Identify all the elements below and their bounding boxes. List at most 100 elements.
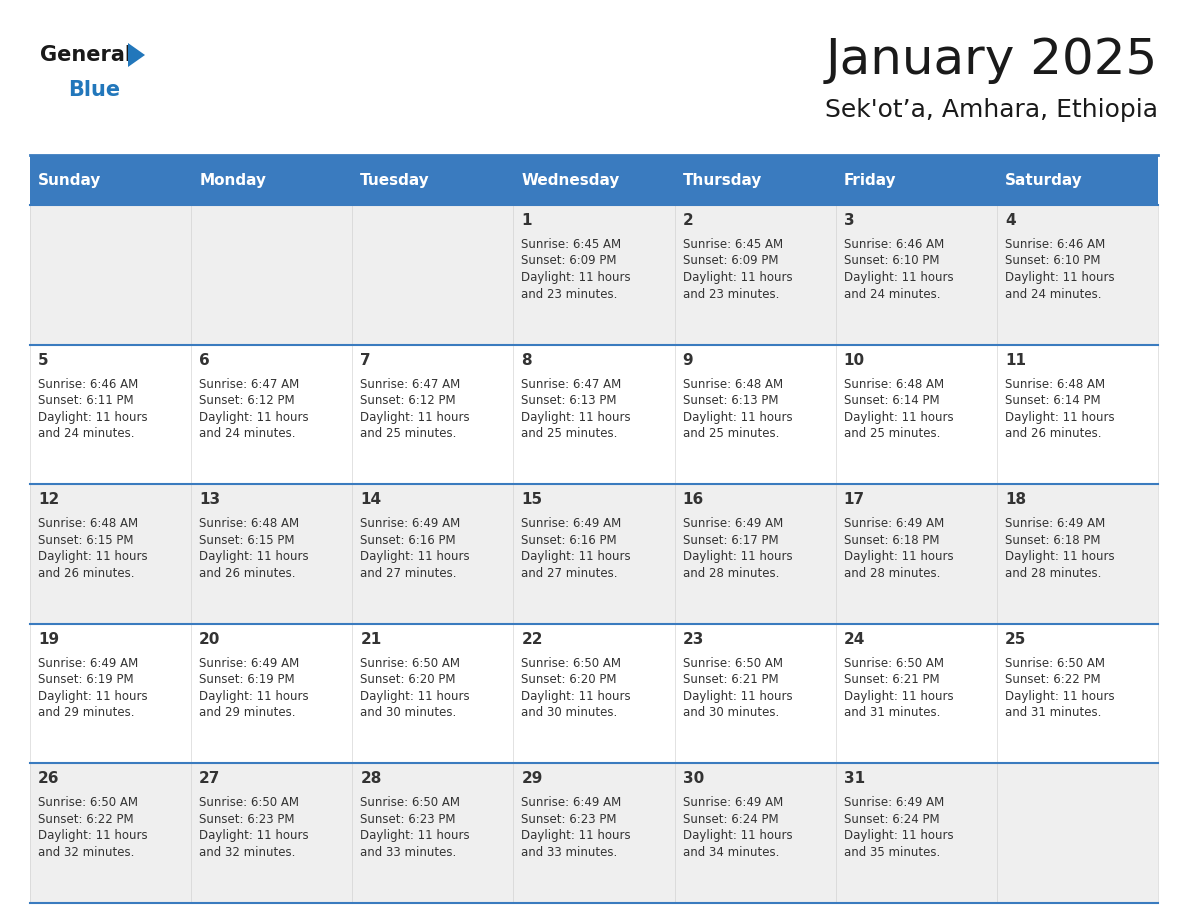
Text: Sunset: 6:24 PM: Sunset: 6:24 PM (843, 813, 940, 826)
Text: Daylight: 11 hours: Daylight: 11 hours (522, 689, 631, 703)
Text: and 26 minutes.: and 26 minutes. (200, 566, 296, 579)
Text: Sunset: 6:18 PM: Sunset: 6:18 PM (843, 533, 940, 547)
Text: Sunrise: 6:50 AM: Sunrise: 6:50 AM (200, 797, 299, 810)
Text: Daylight: 11 hours: Daylight: 11 hours (360, 410, 470, 423)
Text: Sunrise: 6:45 AM: Sunrise: 6:45 AM (683, 238, 783, 251)
Bar (30, 624, 191, 764)
Text: Sunset: 6:19 PM: Sunset: 6:19 PM (38, 673, 133, 687)
Text: 14: 14 (360, 492, 381, 508)
Text: Sunset: 6:21 PM: Sunset: 6:21 PM (683, 673, 778, 687)
Text: Sunrise: 6:49 AM: Sunrise: 6:49 AM (522, 797, 621, 810)
Bar (353, 764, 513, 903)
Text: and 25 minutes.: and 25 minutes. (522, 427, 618, 440)
Text: Wednesday: Wednesday (522, 173, 620, 187)
Text: Sunrise: 6:49 AM: Sunrise: 6:49 AM (200, 656, 299, 670)
Text: Daylight: 11 hours: Daylight: 11 hours (522, 550, 631, 564)
Text: and 24 minutes.: and 24 minutes. (38, 427, 134, 440)
Text: Daylight: 11 hours: Daylight: 11 hours (522, 829, 631, 843)
Bar (30, 344, 191, 484)
Text: Sunset: 6:13 PM: Sunset: 6:13 PM (683, 394, 778, 407)
Text: Sunrise: 6:46 AM: Sunrise: 6:46 AM (38, 377, 138, 390)
Text: Sunrise: 6:50 AM: Sunrise: 6:50 AM (522, 656, 621, 670)
Text: and 31 minutes.: and 31 minutes. (1005, 706, 1101, 720)
Text: 26: 26 (38, 771, 59, 787)
Text: Sunset: 6:22 PM: Sunset: 6:22 PM (38, 813, 133, 826)
Text: Sunrise: 6:45 AM: Sunrise: 6:45 AM (522, 238, 621, 251)
Text: 25: 25 (1005, 632, 1026, 647)
Text: and 28 minutes.: and 28 minutes. (1005, 566, 1101, 579)
Text: 20: 20 (200, 632, 221, 647)
Text: Sunrise: 6:50 AM: Sunrise: 6:50 AM (38, 797, 138, 810)
Text: Daylight: 11 hours: Daylight: 11 hours (200, 829, 309, 843)
Text: Sunset: 6:23 PM: Sunset: 6:23 PM (360, 813, 456, 826)
Text: 24: 24 (843, 632, 865, 647)
Text: and 25 minutes.: and 25 minutes. (683, 427, 779, 440)
Text: Sunset: 6:16 PM: Sunset: 6:16 PM (360, 533, 456, 547)
Bar (675, 484, 835, 624)
Text: 19: 19 (38, 632, 59, 647)
Text: Daylight: 11 hours: Daylight: 11 hours (683, 550, 792, 564)
Text: Daylight: 11 hours: Daylight: 11 hours (843, 829, 953, 843)
Text: Sunset: 6:12 PM: Sunset: 6:12 PM (200, 394, 295, 407)
Bar (30, 764, 191, 903)
Text: Monday: Monday (200, 173, 266, 187)
Text: Daylight: 11 hours: Daylight: 11 hours (38, 410, 147, 423)
Text: Sunrise: 6:47 AM: Sunrise: 6:47 AM (522, 377, 621, 390)
Text: Sunset: 6:17 PM: Sunset: 6:17 PM (683, 533, 778, 547)
Text: and 23 minutes.: and 23 minutes. (522, 287, 618, 300)
Text: 11: 11 (1005, 353, 1026, 367)
Text: 15: 15 (522, 492, 543, 508)
Text: Saturday: Saturday (1005, 173, 1082, 187)
Text: Friday: Friday (843, 173, 896, 187)
Text: Sunrise: 6:49 AM: Sunrise: 6:49 AM (683, 517, 783, 531)
Bar (30, 155, 1158, 205)
Text: and 28 minutes.: and 28 minutes. (683, 566, 779, 579)
Text: and 31 minutes.: and 31 minutes. (843, 706, 940, 720)
Text: and 26 minutes.: and 26 minutes. (1005, 427, 1101, 440)
Text: Daylight: 11 hours: Daylight: 11 hours (360, 689, 470, 703)
Bar (353, 205, 513, 344)
Text: 30: 30 (683, 771, 703, 787)
Text: Daylight: 11 hours: Daylight: 11 hours (200, 410, 309, 423)
Text: Sunset: 6:21 PM: Sunset: 6:21 PM (843, 673, 940, 687)
Text: 3: 3 (843, 213, 854, 228)
Text: Sunrise: 6:49 AM: Sunrise: 6:49 AM (38, 656, 138, 670)
Text: Sunrise: 6:50 AM: Sunrise: 6:50 AM (360, 656, 460, 670)
Text: 1: 1 (522, 213, 532, 228)
Text: 31: 31 (843, 771, 865, 787)
Text: Sunset: 6:13 PM: Sunset: 6:13 PM (522, 394, 617, 407)
Bar (353, 624, 513, 764)
Text: and 35 minutes.: and 35 minutes. (843, 845, 940, 859)
Text: Daylight: 11 hours: Daylight: 11 hours (360, 829, 470, 843)
Text: Daylight: 11 hours: Daylight: 11 hours (38, 829, 147, 843)
Text: and 33 minutes.: and 33 minutes. (522, 845, 618, 859)
Text: Sunrise: 6:48 AM: Sunrise: 6:48 AM (1005, 377, 1105, 390)
Bar (675, 764, 835, 903)
Text: and 27 minutes.: and 27 minutes. (360, 566, 456, 579)
Text: Sunrise: 6:48 AM: Sunrise: 6:48 AM (200, 517, 299, 531)
Text: Daylight: 11 hours: Daylight: 11 hours (38, 689, 147, 703)
Text: 4: 4 (1005, 213, 1016, 228)
Bar (997, 764, 1158, 903)
Text: Sunrise: 6:50 AM: Sunrise: 6:50 AM (683, 656, 783, 670)
Text: and 25 minutes.: and 25 minutes. (360, 427, 456, 440)
Text: Sunset: 6:09 PM: Sunset: 6:09 PM (522, 254, 617, 267)
Text: and 30 minutes.: and 30 minutes. (522, 706, 618, 720)
Text: Sunset: 6:22 PM: Sunset: 6:22 PM (1005, 673, 1100, 687)
Text: Sunrise: 6:49 AM: Sunrise: 6:49 AM (843, 797, 944, 810)
Text: Sunrise: 6:50 AM: Sunrise: 6:50 AM (843, 656, 943, 670)
Text: 10: 10 (843, 353, 865, 367)
Polygon shape (128, 43, 145, 67)
Text: General: General (40, 45, 132, 65)
Text: 17: 17 (843, 492, 865, 508)
Text: Sunday: Sunday (38, 173, 101, 187)
Text: 27: 27 (200, 771, 221, 787)
Text: Sunrise: 6:49 AM: Sunrise: 6:49 AM (1005, 517, 1105, 531)
Text: 6: 6 (200, 353, 210, 367)
Text: Daylight: 11 hours: Daylight: 11 hours (522, 410, 631, 423)
Text: and 29 minutes.: and 29 minutes. (38, 706, 134, 720)
Text: 22: 22 (522, 632, 543, 647)
Text: and 28 minutes.: and 28 minutes. (843, 566, 940, 579)
Bar (675, 624, 835, 764)
Bar (30, 484, 191, 624)
